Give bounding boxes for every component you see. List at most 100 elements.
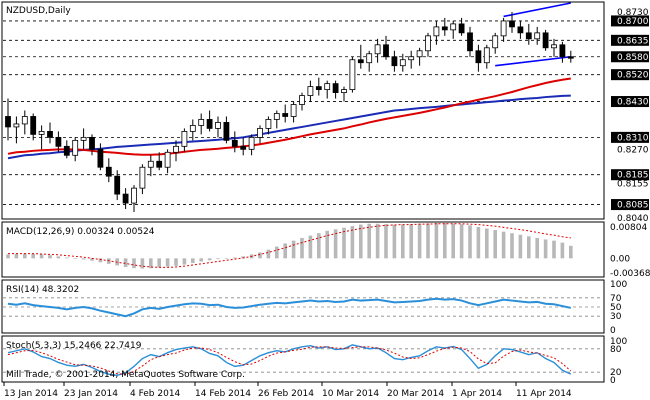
rsi-tick-label: 0 xyxy=(610,326,616,336)
price-tick-label: 0.8040 xyxy=(617,214,649,224)
candle-body xyxy=(21,116,28,125)
macd-histogram-bar xyxy=(6,254,10,259)
candle-body xyxy=(408,56,415,61)
price-level-label: 0.8700 xyxy=(617,17,649,27)
candle-body xyxy=(374,44,381,55)
candle-body xyxy=(181,131,188,147)
stoch-tick-label: 20 xyxy=(610,368,622,378)
macd-histogram-bar xyxy=(392,224,397,259)
macd-tick-label: 0.00804 xyxy=(610,223,647,233)
macd-histogram-bar xyxy=(543,239,548,259)
candle-body xyxy=(122,193,129,204)
macd-histogram-bar xyxy=(443,223,447,259)
price-level-marker xyxy=(611,199,649,211)
macd-histogram-bar xyxy=(216,258,220,260)
slow-moving-average-line xyxy=(7,94,571,160)
candle-body xyxy=(147,160,154,168)
candle-body xyxy=(164,151,171,168)
macd-histogram-bar xyxy=(241,256,245,259)
candle-body xyxy=(223,122,230,141)
time-tick-label: 11 Apr 2014 xyxy=(516,389,572,399)
macd-histogram-bar xyxy=(266,249,271,259)
candle-body xyxy=(299,95,305,105)
candle-body xyxy=(357,59,364,64)
macd-histogram-bar xyxy=(434,223,439,259)
candle-body xyxy=(248,136,255,150)
candle-body xyxy=(307,86,314,96)
candle-body xyxy=(105,166,112,177)
candle-body xyxy=(114,175,121,195)
price-level-label: 0.8085 xyxy=(617,201,649,211)
candle-body xyxy=(72,139,79,156)
stoch-tick-label: 0 xyxy=(610,376,616,386)
rsi-tick-label: 50 xyxy=(610,303,622,313)
macd-histogram-bar xyxy=(451,223,455,259)
candle-body xyxy=(315,86,322,90)
macd-histogram-bar xyxy=(510,233,514,259)
price-panel-frame xyxy=(1,1,605,220)
macd-histogram-bar xyxy=(48,255,52,259)
candle-body xyxy=(534,32,541,40)
macd-histogram-bar xyxy=(207,258,212,261)
candle-body xyxy=(80,136,87,141)
macd-histogram-bar xyxy=(308,235,313,259)
macd-histogram-bar xyxy=(409,224,413,259)
candle-body xyxy=(450,23,457,31)
macd-histogram-bar xyxy=(485,228,489,259)
candle-body xyxy=(206,119,213,129)
macd-histogram-bar xyxy=(350,226,355,259)
channel-lower-line xyxy=(495,55,571,67)
candle-body xyxy=(89,136,95,150)
candle-body xyxy=(483,47,490,64)
time-axis: 13 Jan 2014 23 Jan 2014 4 Feb 2014 14 Feb 2… xyxy=(3,382,572,399)
time-tick-label: 14 Feb 2014 xyxy=(195,389,251,399)
candle-body xyxy=(559,44,566,58)
candle-body xyxy=(189,125,196,132)
macd-histogram-bar xyxy=(165,258,170,267)
candle-body xyxy=(324,83,331,90)
trend-channel xyxy=(495,2,571,67)
macd-histogram-bar xyxy=(132,258,136,269)
macd-histogram-bar xyxy=(56,256,61,259)
stoch-k-line xyxy=(7,344,572,377)
time-tick-label: 13 Jan 2014 xyxy=(4,389,58,399)
price-level-marker xyxy=(611,131,649,143)
price-level-marker xyxy=(611,96,649,108)
macd-histogram-bar xyxy=(333,229,338,259)
macd-histogram-bar xyxy=(468,225,472,259)
price-axis: 0.8730 0.8270 0.8155 0.8040 0.8700 0.8635 0.85… xyxy=(611,8,649,224)
candle-body xyxy=(282,113,289,117)
rsi-title: RSI(14) 48.3202 xyxy=(6,285,79,295)
macd-tick-label: -0.00368 xyxy=(610,269,650,279)
candle-body xyxy=(131,187,137,204)
macd-histogram-bar xyxy=(98,258,103,263)
candle-body xyxy=(525,32,532,40)
candle-body xyxy=(425,35,431,52)
candle-body xyxy=(458,23,465,34)
candle-body xyxy=(492,35,499,49)
macd-histogram-bar xyxy=(476,226,481,259)
candle-body xyxy=(231,139,238,147)
candle-body xyxy=(5,116,11,128)
macd-histogram-bar xyxy=(31,254,35,259)
macd-histogram-bar xyxy=(560,242,565,259)
macd-histogram-bar xyxy=(426,223,430,259)
time-tick-label: 4 Feb 2014 xyxy=(130,389,181,399)
candle-body xyxy=(173,145,179,153)
macd-histogram-bar xyxy=(317,233,321,259)
candle-body xyxy=(341,89,347,93)
copyright-text: Mill Trade, © 2001-2014, MetaQuotes Soft… xyxy=(6,370,245,380)
macd-histogram-bar xyxy=(149,258,153,269)
macd-histogram-bar xyxy=(157,258,161,268)
macd-histogram-bar xyxy=(417,223,422,259)
macd-histogram-bar xyxy=(39,254,44,259)
rsi-tick-label: 70 xyxy=(610,294,622,304)
candle-body xyxy=(63,145,70,156)
candle-body xyxy=(366,53,373,64)
time-tick-label: 20 Mar 2014 xyxy=(387,389,444,399)
candle-body xyxy=(441,26,448,31)
candle-body xyxy=(97,148,104,168)
price-level-label: 0.8310 xyxy=(617,133,649,143)
macd-histogram-bar xyxy=(291,240,296,259)
